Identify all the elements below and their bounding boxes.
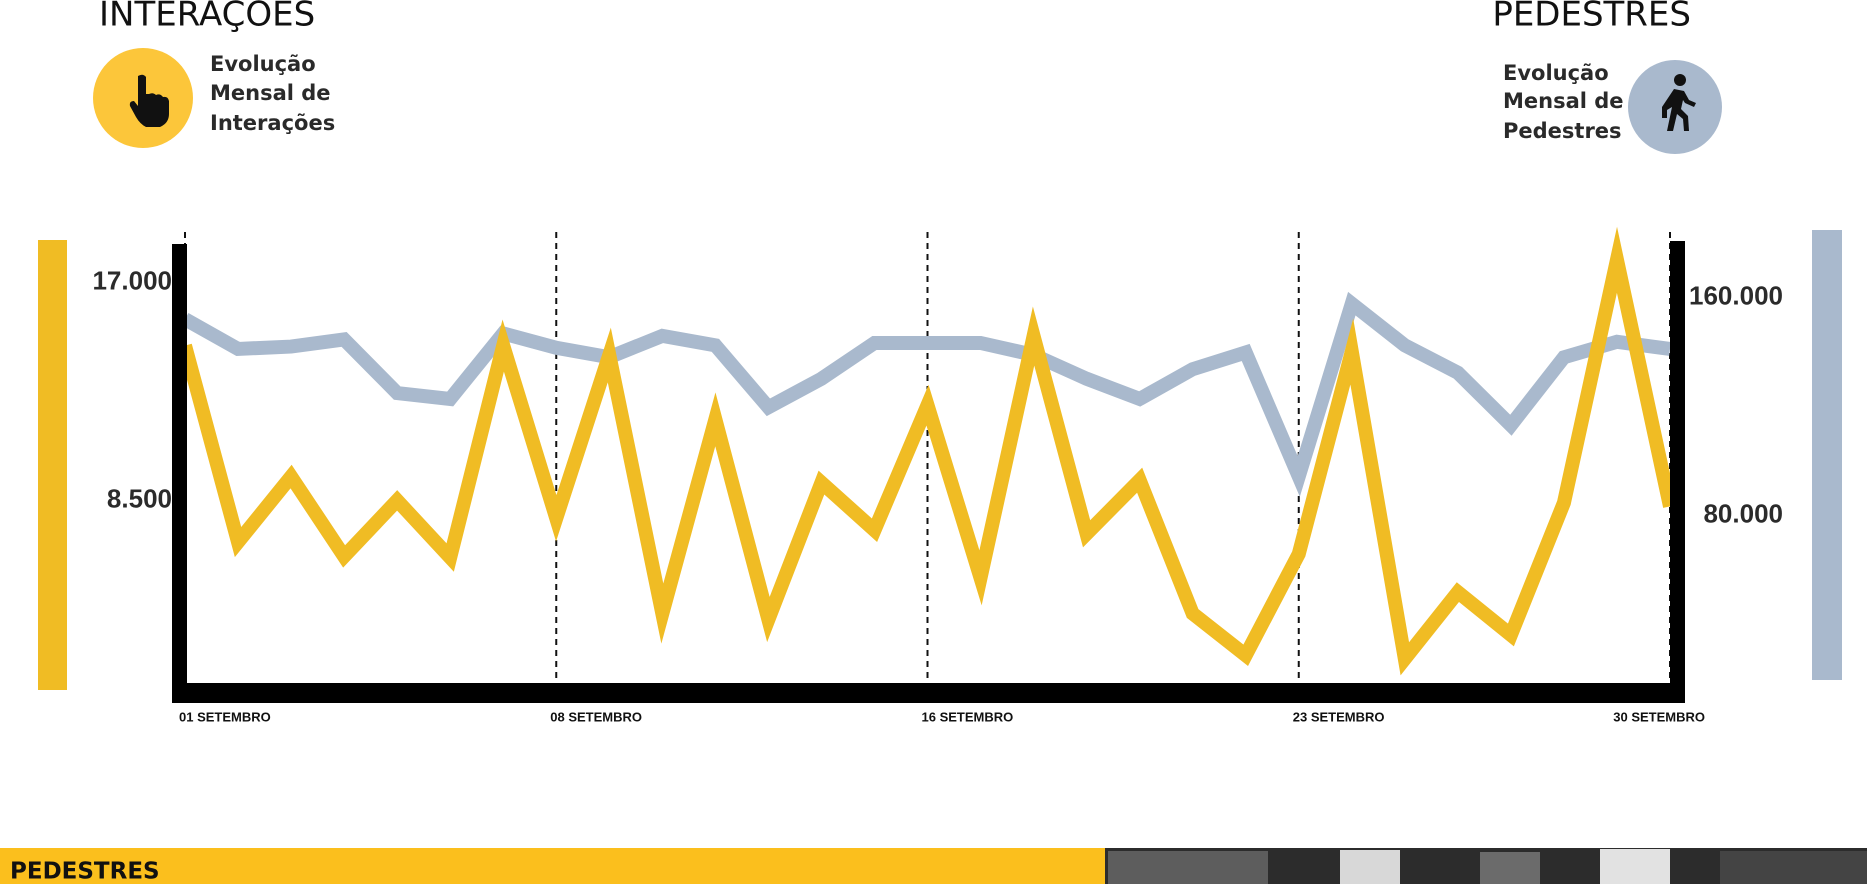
x-tick-label: 01 SETEMBRO <box>179 709 271 724</box>
section-title: INTERAÇÕES <box>99 0 315 35</box>
y2-tick-label: 160.000 <box>1689 281 1783 311</box>
section-subtitle: Pedestres <box>1503 119 1622 143</box>
walk-icon <box>1662 74 1696 131</box>
data-line <box>178 226 1677 676</box>
section-band <box>0 848 1105 884</box>
data-line <box>181 291 1671 497</box>
photo <box>1105 848 1867 884</box>
plot: 01 SETEMBRO 08 SETEMBRO 16 SETEMBRO 23 SETE… <box>92 226 1783 724</box>
x-tick-label: 30 SETEMBRO <box>1613 709 1705 724</box>
section-subtitle: Evolução <box>1503 61 1609 85</box>
axis-line <box>172 244 187 703</box>
axis-line <box>172 683 1685 703</box>
axis-line <box>1670 241 1685 703</box>
axis-color-bar <box>38 240 67 690</box>
axis-color-bar <box>1812 230 1842 680</box>
section-band-title: PEDESTRES <box>10 859 160 884</box>
y-tick-label: 17.000 <box>92 265 172 295</box>
y2-tick-label: 80.000 <box>1703 499 1783 529</box>
x-tick-label: 08 SETEMBRO <box>550 709 642 724</box>
section-subtitle: Mensal de <box>1503 89 1624 113</box>
section-subtitle: Mensal de <box>210 81 331 105</box>
section-subtitle: Evolução <box>210 52 316 76</box>
y-tick-label: 8.500 <box>107 483 172 513</box>
x-tick-label: 23 SETEMBRO <box>1293 709 1385 724</box>
section-title: PEDESTRES <box>1492 0 1691 35</box>
x-tick-label: 16 SETEMBRO <box>922 709 1014 724</box>
section-subtitle: Interações <box>210 111 335 135</box>
hand-icon <box>129 74 169 127</box>
